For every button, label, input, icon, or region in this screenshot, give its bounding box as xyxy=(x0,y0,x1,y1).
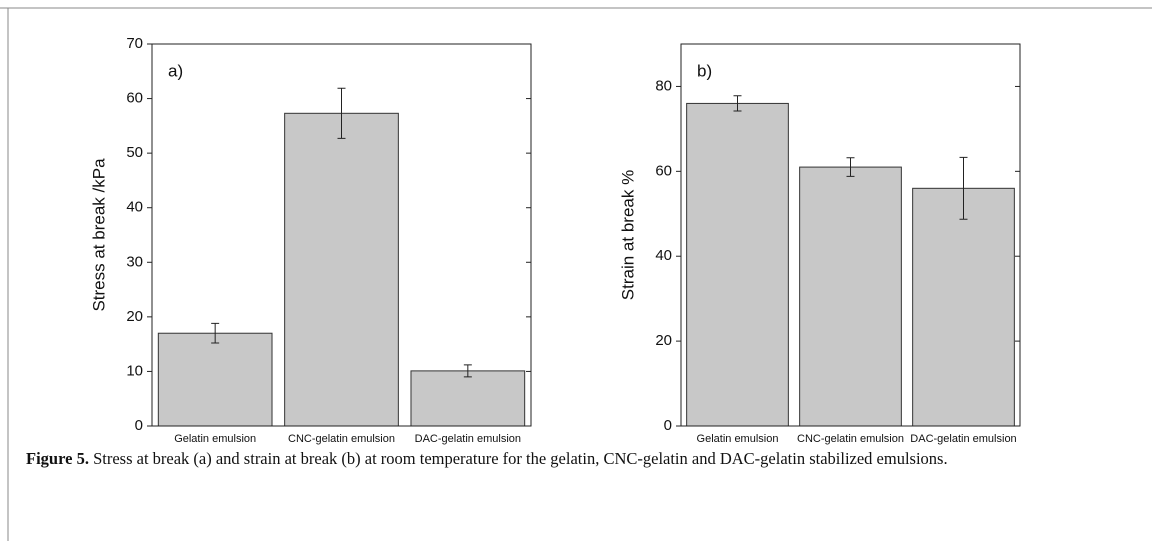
x-tick-label: Gelatin emulsion xyxy=(174,433,256,445)
y-axis-label: Stress at break /kPa xyxy=(89,158,108,312)
bar xyxy=(410,370,526,427)
caption-label: Figure 5. xyxy=(26,449,89,468)
y-tick-label: 50 xyxy=(126,144,143,161)
y-tick-label: 10 xyxy=(126,362,143,379)
plot-frame xyxy=(151,43,532,427)
error-bar xyxy=(337,87,346,139)
caption: Figure 5. Stress at break (a) and strain… xyxy=(26,446,1116,472)
caption-text: Stress at break (a) and strain at break … xyxy=(93,449,948,468)
panel-label: a) xyxy=(168,61,183,80)
y-tick-label: 40 xyxy=(655,247,672,264)
x-tick-label: CNC-gelatin emulsion xyxy=(797,433,904,445)
y-tick-label: 80 xyxy=(655,77,672,94)
y-tick-label: 40 xyxy=(126,199,143,216)
error-bar xyxy=(846,157,855,177)
x-tick-label: DAC-gelatin emulsion xyxy=(910,433,1016,445)
error-bar xyxy=(211,322,220,344)
x-tick-label: DAC-gelatin emulsion xyxy=(415,433,521,445)
y-tick-label: 30 xyxy=(126,253,143,270)
bar xyxy=(799,166,902,427)
bar xyxy=(686,102,789,427)
y-axis-label: Strain at break % xyxy=(618,170,637,300)
error-bar xyxy=(463,364,472,378)
x-tick-label: Gelatin emulsion xyxy=(697,433,779,445)
y-tick-label: 20 xyxy=(126,308,143,325)
error-bar xyxy=(959,156,968,220)
bar xyxy=(157,332,273,427)
plot-frame xyxy=(680,43,1021,427)
y-tick-label: 60 xyxy=(126,90,143,107)
y-tick-label: 60 xyxy=(655,162,672,179)
panel-label: b) xyxy=(697,61,712,80)
y-tick-label: 20 xyxy=(655,332,672,349)
y-tick-label: 70 xyxy=(126,35,143,52)
error-bar xyxy=(733,95,742,112)
y-tick-label: 0 xyxy=(135,417,143,434)
bar xyxy=(284,112,399,427)
y-tick-label: 0 xyxy=(664,417,672,434)
bar xyxy=(912,187,1015,427)
x-tick-label: CNC-gelatin emulsion xyxy=(288,433,395,445)
